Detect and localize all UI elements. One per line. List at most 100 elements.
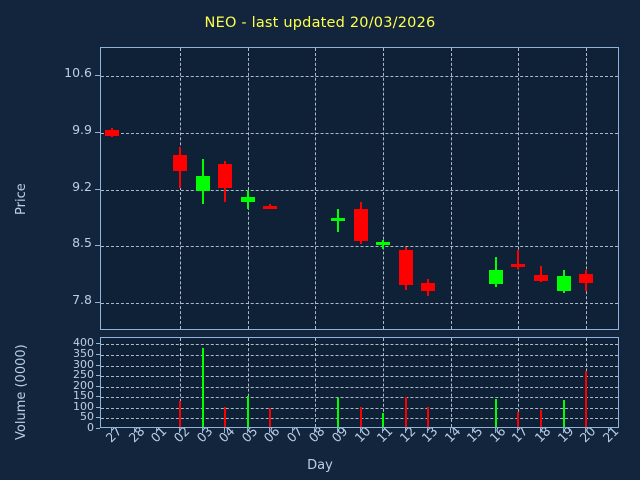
- x-tick-mark: [494, 428, 496, 433]
- volume-bar: [404, 397, 407, 427]
- volume-gridline: [101, 365, 618, 367]
- x-tick-mark: [540, 428, 542, 433]
- category-gridline: [450, 48, 452, 329]
- volume-gridline: [101, 376, 618, 378]
- category-gridline: [383, 338, 385, 427]
- volume-bar: [382, 413, 385, 427]
- volume-tick-mark: [96, 406, 100, 408]
- x-tick-mark: [246, 428, 248, 433]
- volume-bar: [246, 396, 249, 427]
- price-gridline: [101, 76, 618, 78]
- price-tick-label: 10.6: [64, 65, 92, 81]
- price-tick-label: 8.5: [72, 235, 92, 251]
- volume-bar: [201, 347, 204, 427]
- category-gridline: [383, 48, 385, 329]
- volume-tick-mark: [96, 417, 100, 419]
- volume-bar: [336, 398, 339, 427]
- volume-bar: [494, 399, 497, 427]
- category-gridline: [315, 338, 317, 427]
- x-tick-mark: [472, 428, 474, 433]
- volume-tick-label: 0: [87, 421, 94, 434]
- candle-body: [218, 164, 233, 188]
- volume-gridline: [101, 397, 618, 399]
- volume-bar: [427, 406, 430, 427]
- candle-body: [579, 273, 594, 284]
- volume-tick-label: 200: [73, 378, 94, 392]
- price-tick-mark: [95, 301, 100, 303]
- volume-tick-label: 100: [73, 399, 94, 413]
- candle-body: [398, 250, 413, 285]
- x-tick-mark: [269, 428, 271, 433]
- candle-body: [353, 208, 368, 242]
- volume-plot-area: [100, 337, 619, 428]
- x-tick-mark: [133, 428, 135, 433]
- candle-body: [263, 205, 278, 209]
- volume-bar: [269, 407, 272, 427]
- x-tick-mark: [607, 428, 609, 433]
- volume-bar: [562, 400, 565, 427]
- volume-bar: [585, 370, 588, 427]
- x-tick-mark: [449, 428, 451, 433]
- category-gridline: [247, 338, 249, 427]
- candle-body: [330, 217, 345, 221]
- volume-tick-mark: [96, 353, 100, 355]
- volume-axis-label: Volume (0000): [14, 344, 29, 440]
- price-axis-label: Price: [14, 183, 29, 215]
- price-tick-label: 7.8: [72, 291, 92, 307]
- x-tick-mark: [201, 428, 203, 433]
- x-tick-mark: [517, 428, 519, 433]
- category-gridline: [586, 48, 588, 329]
- page-title: NEO - last updated 20/03/2026: [204, 15, 436, 31]
- price-tick-mark: [95, 188, 100, 190]
- x-tick-mark: [291, 428, 293, 433]
- price-tick-label: 9.2: [72, 178, 92, 194]
- candle-body: [511, 263, 526, 267]
- price-gridline: [101, 246, 618, 248]
- volume-tick-mark: [96, 385, 100, 387]
- price-tick-mark: [95, 245, 100, 247]
- volume-bar: [359, 406, 362, 427]
- volume-bar: [517, 412, 520, 427]
- x-tick-mark: [336, 428, 338, 433]
- category-gridline: [450, 338, 452, 427]
- volume-tick-label: 300: [73, 357, 94, 371]
- volume-tick-mark: [96, 364, 100, 366]
- price-tick-mark: [95, 131, 100, 133]
- volume-tick-mark: [96, 375, 100, 377]
- x-tick-mark: [156, 428, 158, 433]
- category-gridline: [518, 48, 520, 329]
- x-tick-mark: [111, 428, 113, 433]
- x-tick-mark: [314, 428, 316, 433]
- price-gridline: [101, 302, 618, 304]
- price-tick-mark: [95, 75, 100, 77]
- x-tick-mark: [359, 428, 361, 433]
- candle-body: [534, 275, 549, 281]
- volume-tick-mark: [96, 396, 100, 398]
- volume-gridline: [101, 386, 618, 388]
- x-axis-label: Day: [307, 458, 333, 473]
- category-gridline: [179, 338, 181, 427]
- volume-tick-mark: [96, 428, 100, 429]
- candle-wick: [540, 265, 543, 283]
- candle-body: [376, 242, 391, 246]
- price-tick-label: 9.9: [72, 121, 92, 137]
- candle-body: [195, 175, 210, 192]
- volume-bar: [540, 409, 543, 427]
- x-tick-mark: [585, 428, 587, 433]
- volume-tick-label: 50: [80, 410, 94, 424]
- candle-body: [105, 130, 120, 137]
- category-gridline: [518, 338, 520, 427]
- volume-bar: [224, 406, 227, 427]
- volume-tick-label: 350: [73, 346, 94, 360]
- category-gridline: [315, 48, 317, 329]
- x-tick-mark: [404, 428, 406, 433]
- x-tick-mark: [382, 428, 384, 433]
- volume-bar: [178, 401, 181, 427]
- candle-body: [488, 270, 503, 285]
- volume-tick-label: 150: [73, 389, 94, 403]
- x-tick-mark: [178, 428, 180, 433]
- volume-gridline: [101, 344, 618, 346]
- x-tick-mark: [427, 428, 429, 433]
- category-gridline: [247, 48, 249, 329]
